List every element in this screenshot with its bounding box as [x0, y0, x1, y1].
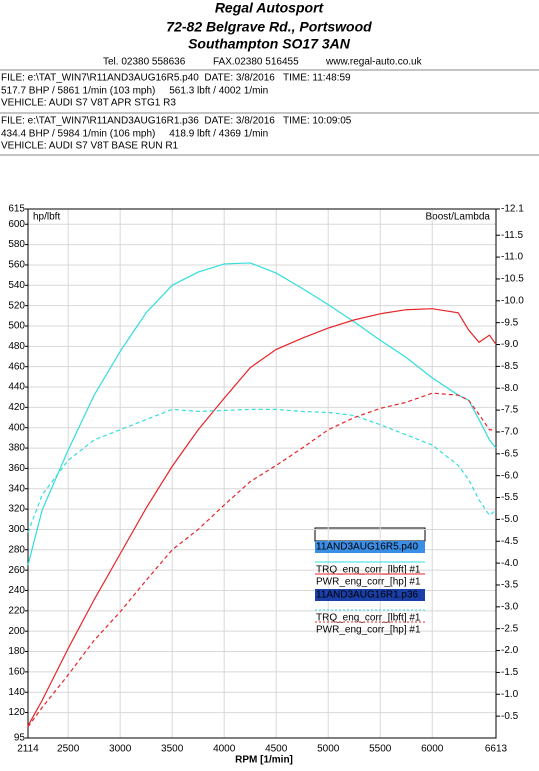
y-tick-label: 220: [8, 605, 25, 616]
y-tick-label: 260: [8, 565, 25, 576]
y2-tick-label: -4.5: [501, 536, 519, 547]
address: 72-82 Belgrave Rd., Portswood: [166, 19, 372, 35]
y-tick-label: 240: [8, 585, 25, 596]
x-tick-label: 5500: [369, 744, 392, 755]
y2-tick-label: -8.5: [501, 361, 519, 372]
y-tick-label: 520: [8, 300, 25, 311]
y2-tick-label: -2.5: [501, 623, 519, 634]
y2-tick-label: -9.5: [501, 317, 519, 328]
x-tick-label: 3500: [161, 744, 184, 755]
file-info: VEHICLE: AUDI S7 V8T BASE RUN R1: [1, 141, 179, 152]
series-line: [27, 392, 496, 728]
y2-tick-label: -8.0: [501, 383, 519, 394]
y-tick-label: 140: [8, 687, 25, 698]
y-tick-label: 160: [8, 667, 25, 678]
y-axis-label: hp/lbft: [33, 212, 60, 223]
y-tick-label: 420: [8, 402, 25, 413]
x-tick-label: 5000: [317, 744, 340, 755]
y2-tick-label: -7.5: [501, 405, 519, 416]
x-tick-label: 6613: [485, 744, 508, 755]
legend-entry: PWR_eng_corr_[hp] #1: [316, 625, 421, 636]
tel: Tel. 02380 558636: [103, 57, 186, 68]
fax: FAX.02380 516455: [213, 57, 299, 68]
legend-run-bg: [315, 589, 425, 601]
y2-tick-label: -4.0: [501, 558, 519, 569]
y-tick-label: 460: [8, 361, 25, 372]
x-tick-label: 4500: [265, 744, 288, 755]
y-tick-label: 120: [8, 707, 25, 718]
file-info: 434.4 BHP / 5984 1/min (106 mph) 418.9 l…: [1, 129, 268, 140]
y2-tick-label: -6.0: [501, 470, 519, 481]
x-axis-label: RPM [1/min]: [235, 755, 293, 766]
legend-run: 11AND3AUG16R5.p40: [316, 542, 419, 553]
y-tick-label: 200: [8, 626, 25, 637]
file-info: FILE: e:\TAT_WIN7\R11AND3AUG16R1.p36 DAT…: [1, 116, 352, 127]
y-tick-label: 360: [8, 463, 25, 474]
y2-tick-label: -3.5: [501, 580, 519, 591]
series-line: [27, 262, 497, 566]
y2-tick-label: -9.0: [501, 339, 519, 350]
legend-entry: TRQ_eng_corr_[lbft] #1: [316, 613, 421, 624]
y2-tick-label: -7.0: [501, 427, 519, 438]
series-line: [27, 408, 497, 533]
y2-tick-label: -1.0: [501, 689, 519, 700]
y-tick-label: 560: [8, 260, 25, 271]
y2-tick-label: -5.5: [501, 492, 519, 503]
y2-tick-label: -10.0: [501, 295, 524, 306]
y2-tick-label: -12.1: [501, 204, 524, 215]
plot-frame: [27, 208, 497, 739]
y2-tick-label: -11.5: [501, 230, 523, 241]
y2-tick-label: -1.5: [501, 667, 519, 678]
y-tick-label: 580: [8, 239, 25, 250]
y-tick-label: 95: [14, 733, 26, 744]
y-tick-label: 400: [8, 422, 25, 433]
file-info: FILE: e:\TAT_WIN7\R11AND3AUG16R5.p40 DAT…: [1, 73, 351, 84]
web: www.regal-auto.co.uk: [325, 57, 423, 68]
y-tick-label: 280: [8, 544, 25, 555]
y-tick-label: 340: [8, 483, 25, 494]
y2-tick-label: -6.5: [501, 448, 519, 459]
y2-tick-label: -0.5: [501, 711, 519, 722]
legend-run: 11AND3AUG16R1.p36: [316, 590, 419, 601]
y-tick-label: 600: [8, 219, 25, 230]
x-tick-label: 3000: [109, 744, 132, 755]
legend-entry: TRQ_eng_corr_[lbft] #1: [316, 565, 421, 576]
y-tick-label: 615: [8, 204, 25, 215]
company: Regal Autosport: [215, 0, 325, 16]
y-tick-label: 180: [8, 646, 25, 657]
address: Southampton SO17 3AN: [188, 36, 351, 52]
y-tick-label: 500: [8, 321, 25, 332]
series-line: [27, 308, 497, 727]
y-tick-label: 540: [8, 280, 25, 291]
y2-tick-label: -11.0: [501, 252, 523, 263]
y-tick-label: 480: [8, 341, 25, 352]
y-tick-label: 320: [8, 504, 25, 515]
y-tick-label: 440: [8, 382, 25, 393]
y2-axis-label: Boost/Lambda: [426, 212, 491, 223]
file-info: 517.7 BHP / 5861 1/min (103 mph) 561.3 l…: [1, 86, 268, 97]
y2-tick-label: -2.0: [501, 645, 519, 656]
x-tick-label: 6000: [421, 744, 444, 755]
y2-tick-label: -10.5: [501, 274, 524, 285]
y2-tick-label: -3.0: [501, 601, 519, 612]
legend-entry: PWR_eng_corr_[hp] #1: [316, 577, 421, 588]
y2-tick-label: -5.0: [501, 514, 519, 525]
x-tick-label: 2114: [17, 744, 39, 755]
y-tick-label: 380: [8, 443, 25, 454]
y-tick-label: 300: [8, 524, 25, 535]
legend-run-bg: [315, 541, 425, 553]
file-info: VEHICLE: AUDI S7 V8T APR STG1 R3: [1, 98, 176, 109]
x-tick-label: 4000: [213, 744, 236, 755]
x-tick-label: 2500: [57, 744, 80, 755]
